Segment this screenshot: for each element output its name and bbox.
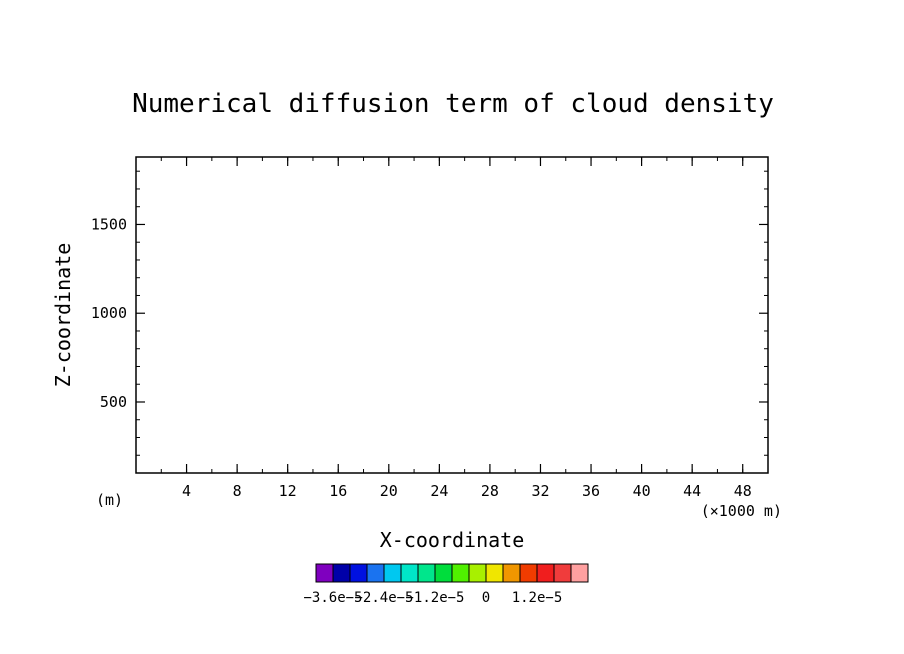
colorbar-box <box>502 563 521 583</box>
x-tick-label: 8 <box>233 482 242 500</box>
colorbar-box <box>451 563 470 583</box>
x-tick-label: 28 <box>481 482 499 500</box>
x-multiplier-label: (×1000 m) <box>701 502 782 520</box>
colorbar-labels: −3.6e−5−2.4e−5−1.2e−5 0 1.2e−5 <box>303 590 562 606</box>
chart-title: Numerical diffusion term of cloud densit… <box>132 89 774 119</box>
x-axis-tick-labels: 4 8 12 16 20 24 28 32 36 40 44 48 <box>182 482 752 500</box>
x-tick-label: 44 <box>683 482 701 500</box>
y-tick-label: 1000 <box>91 304 127 322</box>
x-tick-label: 12 <box>279 482 297 500</box>
x-unit-label: (m) <box>96 491 123 509</box>
colorbar-box <box>349 563 368 583</box>
x-tick-label: 20 <box>380 482 398 500</box>
colorbar-box <box>332 563 351 583</box>
x-tick-label: 36 <box>582 482 600 500</box>
colorbar-box <box>417 563 436 583</box>
x-tick-label: 24 <box>430 482 448 500</box>
x-tick-label: 40 <box>633 482 651 500</box>
x-tick-label: 48 <box>734 482 752 500</box>
y-axis-tick-labels: 500 1000 1500 <box>91 215 127 411</box>
colorbar-box <box>570 563 589 583</box>
colorbar <box>315 563 589 583</box>
x-axis-ticks <box>160 157 744 473</box>
y-axis-ticks <box>136 170 768 456</box>
plot-frame <box>135 156 769 474</box>
colorbar-label: 0 <box>482 590 490 606</box>
y-tick-label: 1500 <box>91 215 127 233</box>
colorbar-label: 1.2e−5 <box>512 590 563 606</box>
colorbar-box <box>519 563 538 583</box>
colorbar-box <box>468 563 487 583</box>
x-axis-label: X-coordinate <box>380 528 525 552</box>
x-tick-label: 32 <box>531 482 549 500</box>
colorbar-box <box>434 563 453 583</box>
colorbar-box <box>366 563 385 583</box>
y-axis-label: Z-coordinate <box>51 243 75 388</box>
colorbar-label: −2.4e−5 <box>354 590 413 606</box>
colorbar-box <box>383 563 402 583</box>
x-tick-label: 4 <box>182 482 191 500</box>
y-tick-label: 500 <box>100 393 127 411</box>
colorbar-box <box>553 563 572 583</box>
colorbar-label: −1.2e−5 <box>405 590 464 606</box>
x-tick-label: 16 <box>329 482 347 500</box>
colorbar-box <box>485 563 504 583</box>
colorbar-box <box>400 563 419 583</box>
colorbar-box <box>315 563 334 583</box>
colorbar-box <box>536 563 555 583</box>
colorbar-label: −3.6e−5 <box>303 590 362 606</box>
